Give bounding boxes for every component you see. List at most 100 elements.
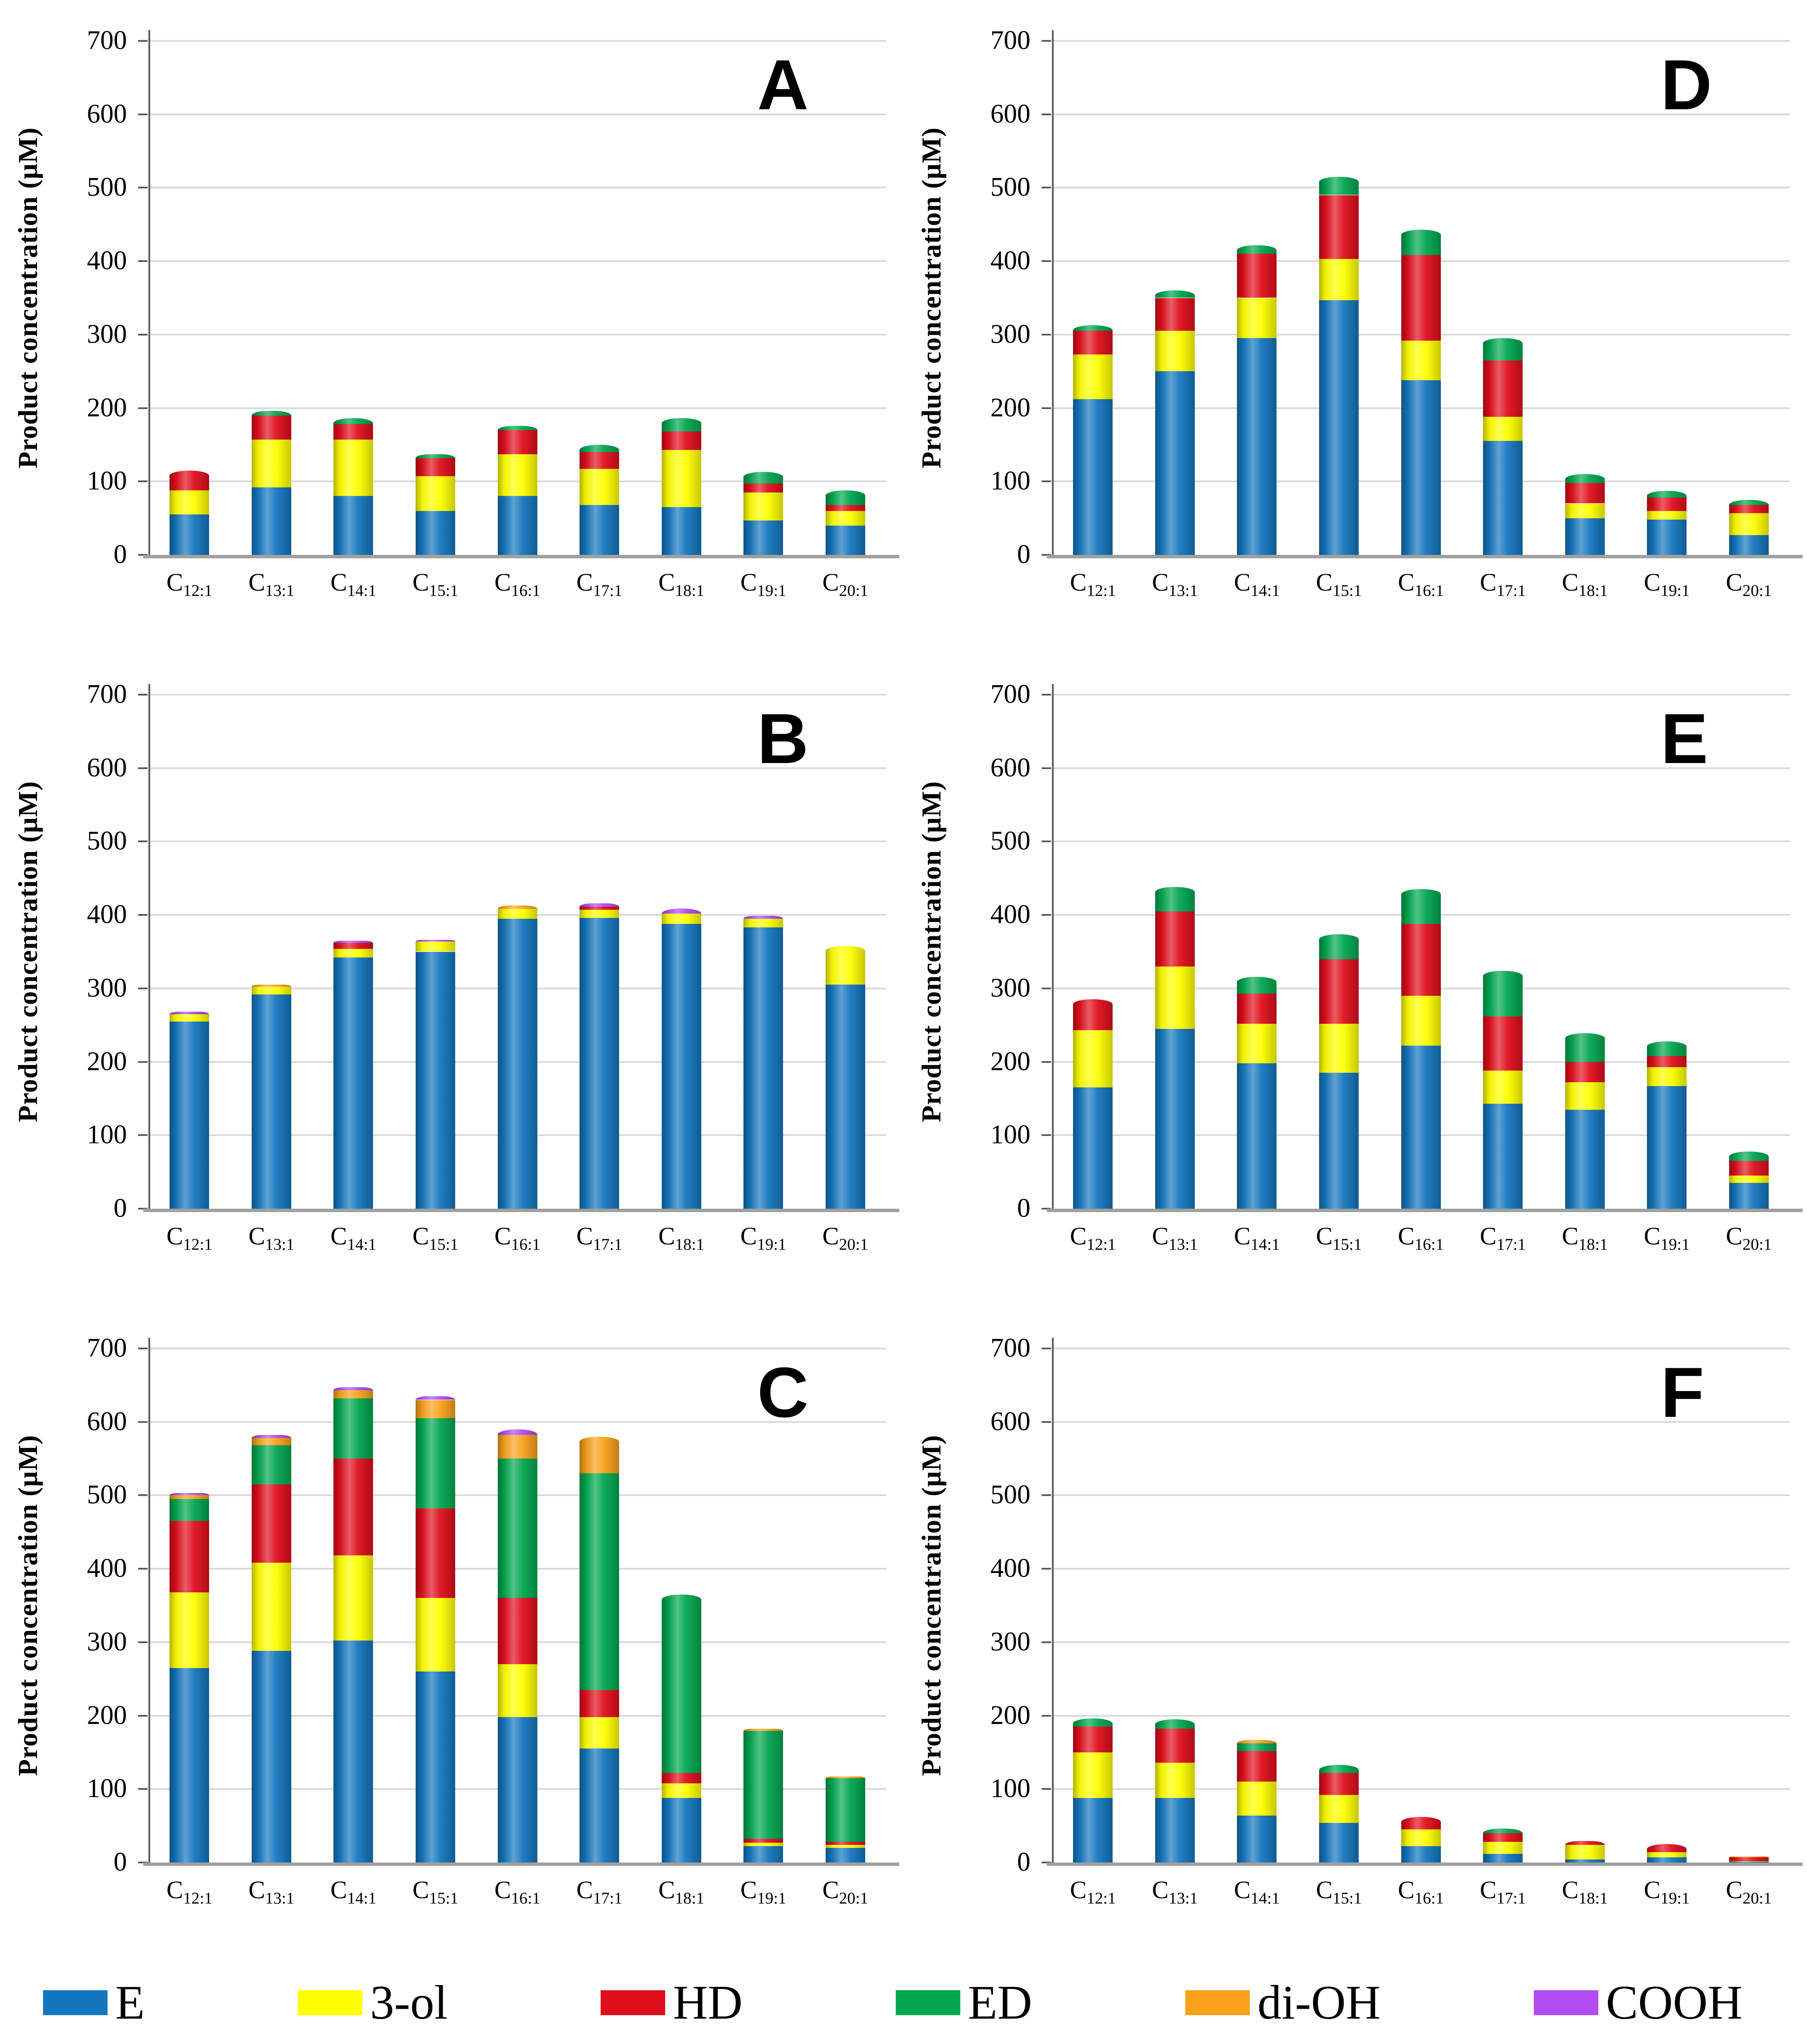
bar-segment-3-ol xyxy=(1565,1082,1605,1110)
bar-segment-E xyxy=(1401,380,1441,555)
y-tick-label: 500 xyxy=(87,826,127,856)
bar-segment-COOH xyxy=(333,1387,373,1391)
figure-root: Product concentration (μM) 0 100 200 300 400 5… xyxy=(0,26,1807,1961)
panel-B: Product concentration (μM) 0 100 200 300 400 5… xyxy=(0,654,904,1308)
bar-segment-3-ol xyxy=(251,1563,291,1651)
bar-segment-E xyxy=(825,525,865,555)
y-tick-label: 600 xyxy=(990,1407,1030,1436)
bar-segment-3-ol xyxy=(1319,1023,1359,1073)
bar-segment-E xyxy=(497,496,537,555)
y-tick-label: 700 xyxy=(87,680,127,709)
bar-segment-HD xyxy=(743,483,783,493)
bar-segment-ED xyxy=(743,1731,783,1839)
bar-segment-3-ol xyxy=(1483,1071,1523,1104)
bar-segment-ED xyxy=(1647,1041,1687,1056)
y-tick-label: 200 xyxy=(990,393,1030,422)
y-tick-mark xyxy=(138,333,148,336)
bar-segment-ED xyxy=(1073,1718,1113,1727)
bar-segment-COOH xyxy=(415,1396,455,1400)
bar-segment-HD xyxy=(825,505,865,511)
bar-segment-HD xyxy=(1155,298,1195,331)
bar-segment-E xyxy=(1729,1183,1769,1209)
x-category-label: C18:1 xyxy=(1562,1222,1608,1254)
x-category-label: C12:1 xyxy=(1070,568,1116,600)
bar-segment-3-ol xyxy=(1237,298,1277,339)
x-axis-line xyxy=(1047,1209,1803,1212)
x-axis-line xyxy=(143,555,899,558)
gridline-600 xyxy=(1052,767,1790,769)
bar-segment-COOH xyxy=(497,1429,537,1435)
y-tick-label: 0 xyxy=(114,1194,127,1223)
bar-segment-E xyxy=(170,1021,210,1209)
bar-segment-ED xyxy=(170,1499,210,1521)
bar-segment-ED xyxy=(1319,934,1359,959)
legend-label: COOH xyxy=(1606,1976,1742,2029)
bar-segment-E xyxy=(251,1651,291,1862)
y-tick-label: 100 xyxy=(87,466,127,496)
bar-segment-ED xyxy=(1155,1719,1195,1729)
bar-segment-HD xyxy=(661,1773,701,1783)
x-category-label: C18:1 xyxy=(658,568,704,600)
bar-segment-3-ol xyxy=(333,948,373,958)
bar-segment-ED xyxy=(1237,245,1277,254)
y-tick-label: 0 xyxy=(1017,540,1030,569)
legend-label: di-OH xyxy=(1257,1976,1381,2029)
bar-segment-3-ol xyxy=(1073,354,1113,400)
bar-segment-3-ol xyxy=(1237,1782,1277,1816)
bar-segment-3-ol xyxy=(661,1783,701,1798)
gridline-700 xyxy=(1052,694,1790,696)
panel-F: Product concentration (μM) 0 100 200 300 400 5… xyxy=(904,1308,1807,1961)
x-category-label: C14:1 xyxy=(1234,1876,1280,1908)
y-tick-label: 600 xyxy=(87,99,127,129)
x-category-label: C19:1 xyxy=(1644,1876,1690,1908)
bar-segment-3-ol xyxy=(1073,1752,1113,1798)
y-tick-mark xyxy=(138,1715,148,1717)
bar-segment-di-OH xyxy=(170,1495,210,1499)
bar-segment-HD xyxy=(580,1690,620,1717)
bar-segment-HD xyxy=(1647,497,1687,511)
y-tick-mark xyxy=(1042,1494,1051,1496)
bar-segment-E xyxy=(580,505,620,555)
bar-segment-di-OH xyxy=(743,1729,783,1731)
bar-segment-HD xyxy=(1401,923,1441,996)
x-category-label: C13:1 xyxy=(248,1222,295,1254)
bar-segment-3-ol xyxy=(1565,503,1605,518)
bar-segment-HD xyxy=(1647,1844,1687,1853)
y-axis-line xyxy=(148,30,150,555)
x-category-label: C19:1 xyxy=(740,1222,786,1254)
bar-segment-ED xyxy=(415,1418,455,1509)
x-category-label: C13:1 xyxy=(248,568,295,600)
y-tick-mark xyxy=(138,260,148,262)
bar-segment-E xyxy=(1073,1087,1113,1209)
bar-segment-E xyxy=(1647,520,1687,555)
y-tick-mark xyxy=(1042,914,1051,916)
x-axis-line xyxy=(143,1862,899,1866)
bar-segment-E xyxy=(251,994,291,1209)
x-category-label: C13:1 xyxy=(1152,1222,1198,1254)
panel-letter-F: F xyxy=(1661,1353,1704,1432)
bar-segment-ED xyxy=(1401,229,1441,256)
bar-segment-E xyxy=(661,507,701,555)
gridline-300 xyxy=(148,333,886,336)
bar-segment-HD xyxy=(743,1839,783,1843)
bar-segment-HD xyxy=(1237,254,1277,298)
bar-segment-COOH xyxy=(170,1012,210,1014)
y-tick-label: 400 xyxy=(87,900,127,930)
y-tick-mark xyxy=(1042,1568,1051,1570)
bar-segment-HD xyxy=(415,1508,455,1598)
y-tick-mark xyxy=(138,987,148,989)
x-category-label: C14:1 xyxy=(1234,1222,1280,1254)
bar-segment-ED xyxy=(1565,474,1605,483)
x-category-label: C20:1 xyxy=(822,1222,869,1254)
x-axis-line xyxy=(143,1209,899,1212)
y-tick-label: 400 xyxy=(990,246,1030,276)
bar-segment-COOH xyxy=(580,903,620,907)
y-tick-mark xyxy=(138,767,148,769)
x-category-label: C14:1 xyxy=(330,568,376,600)
bar-segment-di-OH xyxy=(497,905,537,909)
x-category-label: C15:1 xyxy=(1316,1222,1362,1254)
x-category-label: C20:1 xyxy=(1726,1876,1772,1908)
y-tick-mark xyxy=(138,1788,148,1790)
bar-segment-E xyxy=(497,1717,537,1862)
bar-segment-ED xyxy=(580,444,620,452)
